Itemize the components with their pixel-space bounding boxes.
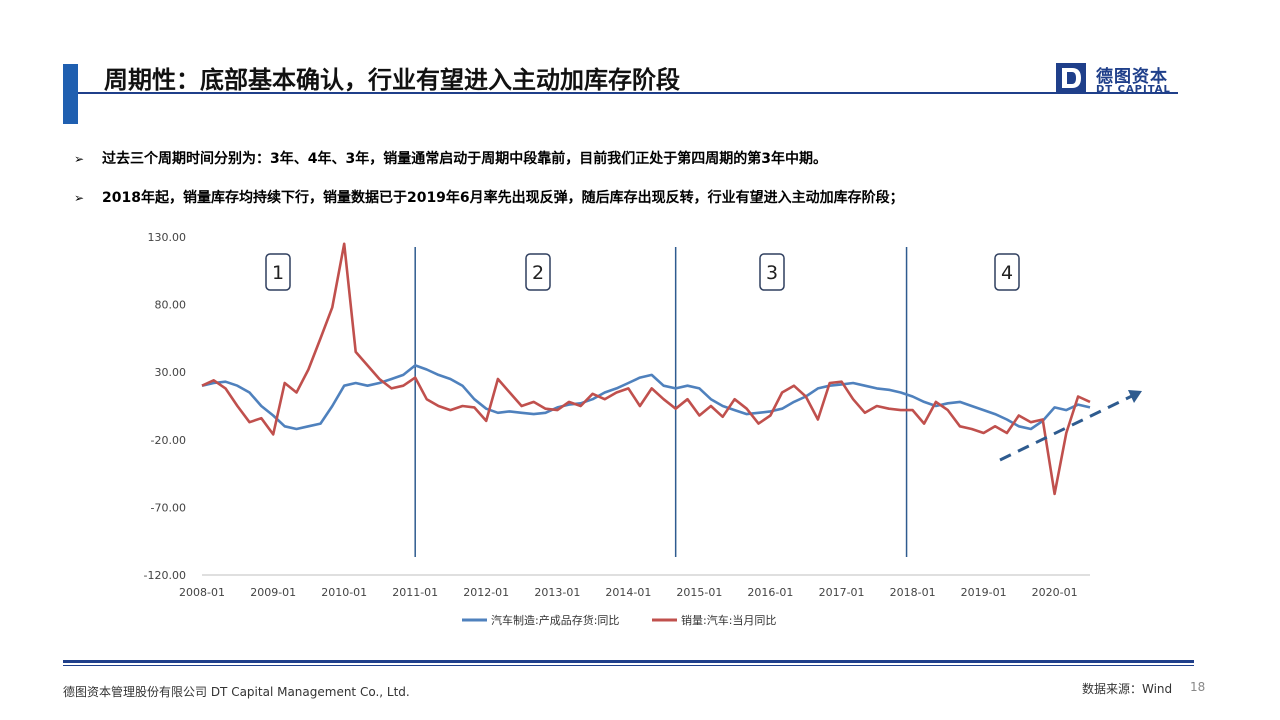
bullet-item: ➢ 过去三个周期时间分别为：3年、4年、3年，销量通常启动于周期中段靠前，目前我们… (74, 148, 827, 168)
cycle-label-box (994, 253, 1020, 291)
cycle-label: 3 (766, 262, 778, 284)
x-tick-label: 2020-01 (1032, 586, 1078, 599)
title-underline (78, 92, 1178, 94)
y-tick-label: 80.00 (155, 299, 187, 312)
sales-series-line (201, 242, 1091, 496)
cycle-label-box (759, 253, 785, 291)
arrow-bullet-icon: ➢ (74, 191, 85, 205)
x-tick-label: 2008-01 (179, 586, 225, 599)
trend-arrow-head (1128, 390, 1142, 403)
logo-text-en: DT CAPITAL (1096, 84, 1171, 95)
bullet-text: 2018年起，销量库存均持续下行，销量数据已于2019年6月率先出现反弹，随后库… (102, 190, 904, 206)
y-tick-label: -120.00 (144, 569, 186, 582)
x-tick-label: 2016-01 (747, 586, 793, 599)
legend-label-inventory: 汽车制造:产成品存货:同比 (491, 613, 619, 627)
x-tick-label: 2010-01 (321, 586, 367, 599)
x-tick-label: 2009-01 (250, 586, 296, 599)
cycle-label: 4 (1001, 262, 1013, 284)
x-tick-label: 2014-01 (605, 586, 651, 599)
footer-divider-thin (63, 665, 1194, 666)
cycle-label-box (265, 253, 291, 291)
footer-company: 德图资本管理股份有限公司 DT Capital Management Co., … (63, 685, 410, 699)
logo-text-cn: 德图资本 (1096, 67, 1168, 87)
title-accent-bar (63, 64, 78, 124)
trend-arrow-line (999, 393, 1135, 462)
arrow-bullet-icon: ➢ (74, 152, 85, 166)
y-tick-label: -20.00 (151, 434, 186, 447)
cycle-label: 2 (532, 262, 544, 284)
footer-divider (63, 660, 1194, 663)
footer-source: 数据来源：Wind (1082, 682, 1173, 696)
dt-logo-icon (1056, 63, 1086, 93)
page-number: 18 (1190, 680, 1206, 694)
y-tick-label: 30.00 (155, 366, 187, 379)
x-tick-label: 2011-01 (392, 586, 438, 599)
bullet-text: 过去三个周期时间分别为：3年、4年、3年，销量通常启动于周期中段靠前，目前我们正… (102, 151, 827, 167)
legend-label-sales: 销量:汽车:当月同比 (681, 613, 776, 627)
x-tick-label: 2018-01 (890, 586, 936, 599)
x-tick-label: 2012-01 (463, 586, 509, 599)
y-tick-label: 130.00 (148, 231, 187, 244)
cycle-label: 1 (272, 262, 284, 284)
x-tick-label: 2019-01 (961, 586, 1007, 599)
x-tick-label: 2017-01 (819, 586, 865, 599)
bullet-item: ➢ 2018年起，销量库存均持续下行，销量数据已于2019年6月率先出现反弹，随后… (74, 187, 904, 207)
x-tick-label: 2013-01 (534, 586, 580, 599)
y-tick-label: -70.00 (151, 501, 186, 514)
page-title: 周期性：底部基本确认，行业有望进入主动加库存阶段 (104, 66, 680, 94)
cycle-label-box (525, 253, 551, 291)
x-tick-label: 2015-01 (676, 586, 722, 599)
